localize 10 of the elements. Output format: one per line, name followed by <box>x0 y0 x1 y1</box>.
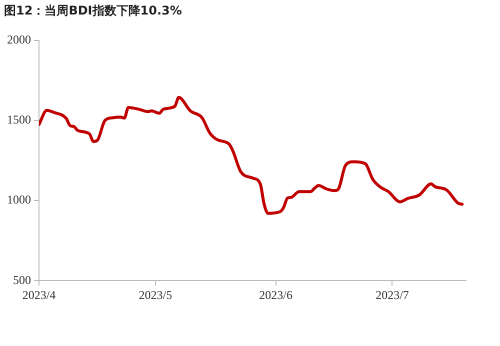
chart-title: 图12：当周BDI指数下降10.3% <box>4 3 182 18</box>
x-tick-label: 2023/5 <box>138 288 172 302</box>
y-tick-label: 1500 <box>7 112 31 127</box>
y-tick-label: 2000 <box>7 32 31 47</box>
y-tick-label: 1000 <box>7 192 31 207</box>
x-tick-label: 2023/4 <box>22 288 56 302</box>
x-tick-label: 2023/6 <box>259 288 292 302</box>
x-tick-label: 2023/7 <box>376 288 409 302</box>
y-tick-label: 500 <box>13 272 31 287</box>
line-series <box>39 96 464 215</box>
